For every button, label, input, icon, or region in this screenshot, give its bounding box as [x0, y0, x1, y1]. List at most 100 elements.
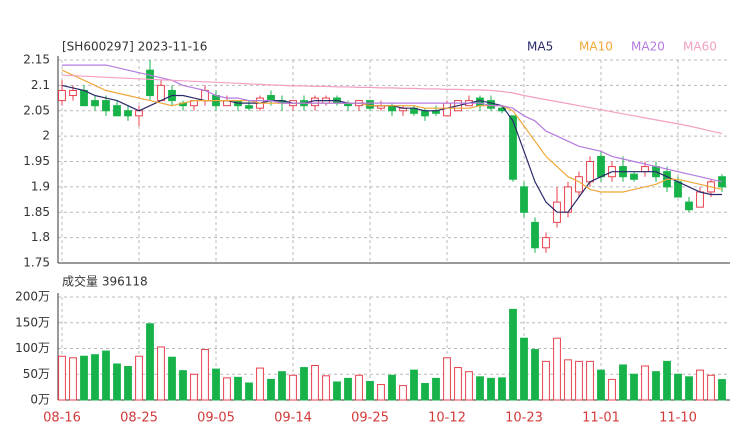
candle-body: [586, 161, 594, 183]
y-tick-label: 1.8: [31, 230, 50, 244]
candle-body: [443, 102, 451, 117]
volume-bar: [146, 323, 154, 401]
volume-bar: [575, 360, 583, 401]
volume-bar: [113, 363, 121, 401]
volume-bar: [487, 377, 495, 401]
volume-bar: [80, 355, 88, 401]
y-tick-label: 2.15: [23, 53, 50, 67]
volume-bar: [553, 337, 561, 401]
x-tick-label: 08-25: [120, 411, 158, 426]
candle-body: [146, 69, 154, 97]
candle-body: [245, 105, 253, 109]
volume-bar: [597, 369, 605, 401]
volume-bar: [366, 380, 374, 401]
candle-body: [102, 100, 110, 112]
candle-body: [69, 89, 77, 97]
candle-body: [641, 166, 649, 173]
candle-body: [113, 105, 121, 117]
volume-bar: [267, 378, 275, 401]
volume-bar: [641, 365, 649, 401]
volume-bar: [234, 376, 242, 401]
x-tick-label: 10-12: [428, 411, 466, 426]
volume-bar: [707, 374, 715, 401]
volume-bar: [685, 376, 693, 401]
x-tick-label: 11-10: [659, 411, 697, 426]
x-tick-label: 09-14: [274, 411, 312, 426]
volume-bar: [388, 374, 396, 401]
candle-body: [124, 110, 132, 117]
candle-body: [531, 221, 539, 249]
x-tick-label: 08-16: [43, 411, 81, 426]
candle-body: [696, 191, 704, 208]
y-tick-label: 100万: [15, 341, 50, 355]
volume-title: 成交量 396118: [62, 274, 148, 289]
volume-bar: [652, 371, 660, 401]
candle-body: [58, 89, 66, 102]
volume-bar: [498, 377, 506, 401]
volume-bar: [718, 379, 726, 401]
volume-bar: [300, 367, 308, 401]
candle-body: [520, 186, 528, 213]
volume-bar: [542, 360, 550, 401]
ma-line: [61, 69, 723, 193]
candle-body: [157, 84, 165, 102]
volume-bar: [421, 383, 429, 401]
volume-bar: [278, 371, 286, 401]
candle-body: [267, 95, 275, 102]
volume-bar: [256, 367, 264, 401]
candle-body: [685, 201, 693, 211]
y-tick-label: 1.9: [31, 179, 50, 193]
volume-bar: [179, 370, 187, 401]
volume-bar: [201, 349, 209, 401]
ma-line: [61, 74, 723, 135]
candle-body: [311, 97, 319, 107]
volume-bar: [564, 359, 572, 401]
candle-body: [91, 100, 99, 107]
volume-bar: [58, 355, 66, 401]
legend-entry: MA60: [683, 40, 717, 54]
volume-bar: [520, 337, 528, 401]
y-tick-label: 1.75: [23, 256, 50, 270]
y-tick-label: 200万: [15, 290, 50, 304]
y-tick-label: 50万: [23, 367, 50, 381]
y-tick-label: 1.95: [23, 154, 50, 168]
volume-bar: [135, 355, 143, 401]
volume-bar: [355, 374, 363, 401]
candle-body: [476, 97, 484, 107]
candle-body: [542, 237, 550, 249]
volume-bar: [586, 360, 594, 401]
volume-bar: [168, 356, 176, 401]
volume-bar: [608, 378, 616, 401]
volume-bar: [102, 350, 110, 401]
volume-bar: [124, 366, 132, 401]
volume-bar: [311, 364, 319, 401]
volume-bar: [476, 376, 484, 401]
volume-bar: [454, 367, 462, 401]
candle-body: [135, 110, 143, 117]
volume-bar: [432, 377, 440, 401]
volume-bar: [212, 368, 220, 401]
volume-bar: [630, 373, 638, 401]
volume-bar: [322, 375, 330, 401]
legend-entry: MA10: [579, 40, 613, 54]
x-tick-label: 09-25: [351, 411, 389, 426]
volume-bar: [509, 308, 517, 401]
volume-bar: [157, 346, 165, 401]
volume-bar: [696, 369, 704, 401]
volume-bar: [410, 369, 418, 401]
y-tick-label: 150万: [15, 315, 50, 329]
x-tick-label: 10-23: [505, 411, 543, 426]
candle-body: [597, 155, 605, 178]
candle-body: [575, 176, 583, 193]
volume-bar: [333, 381, 341, 401]
y-tick-label: 2.1: [31, 78, 50, 92]
volume-bar: [663, 360, 671, 401]
volume-bar: [377, 384, 385, 401]
volume-bar: [619, 364, 627, 401]
y-tick-label: 1.85: [23, 205, 50, 219]
candle-body: [487, 100, 495, 109]
volume-bar: [443, 357, 451, 401]
x-tick-label: 11-01: [582, 411, 620, 426]
chart-title: [SH600297] 2023-11-16: [62, 40, 207, 54]
